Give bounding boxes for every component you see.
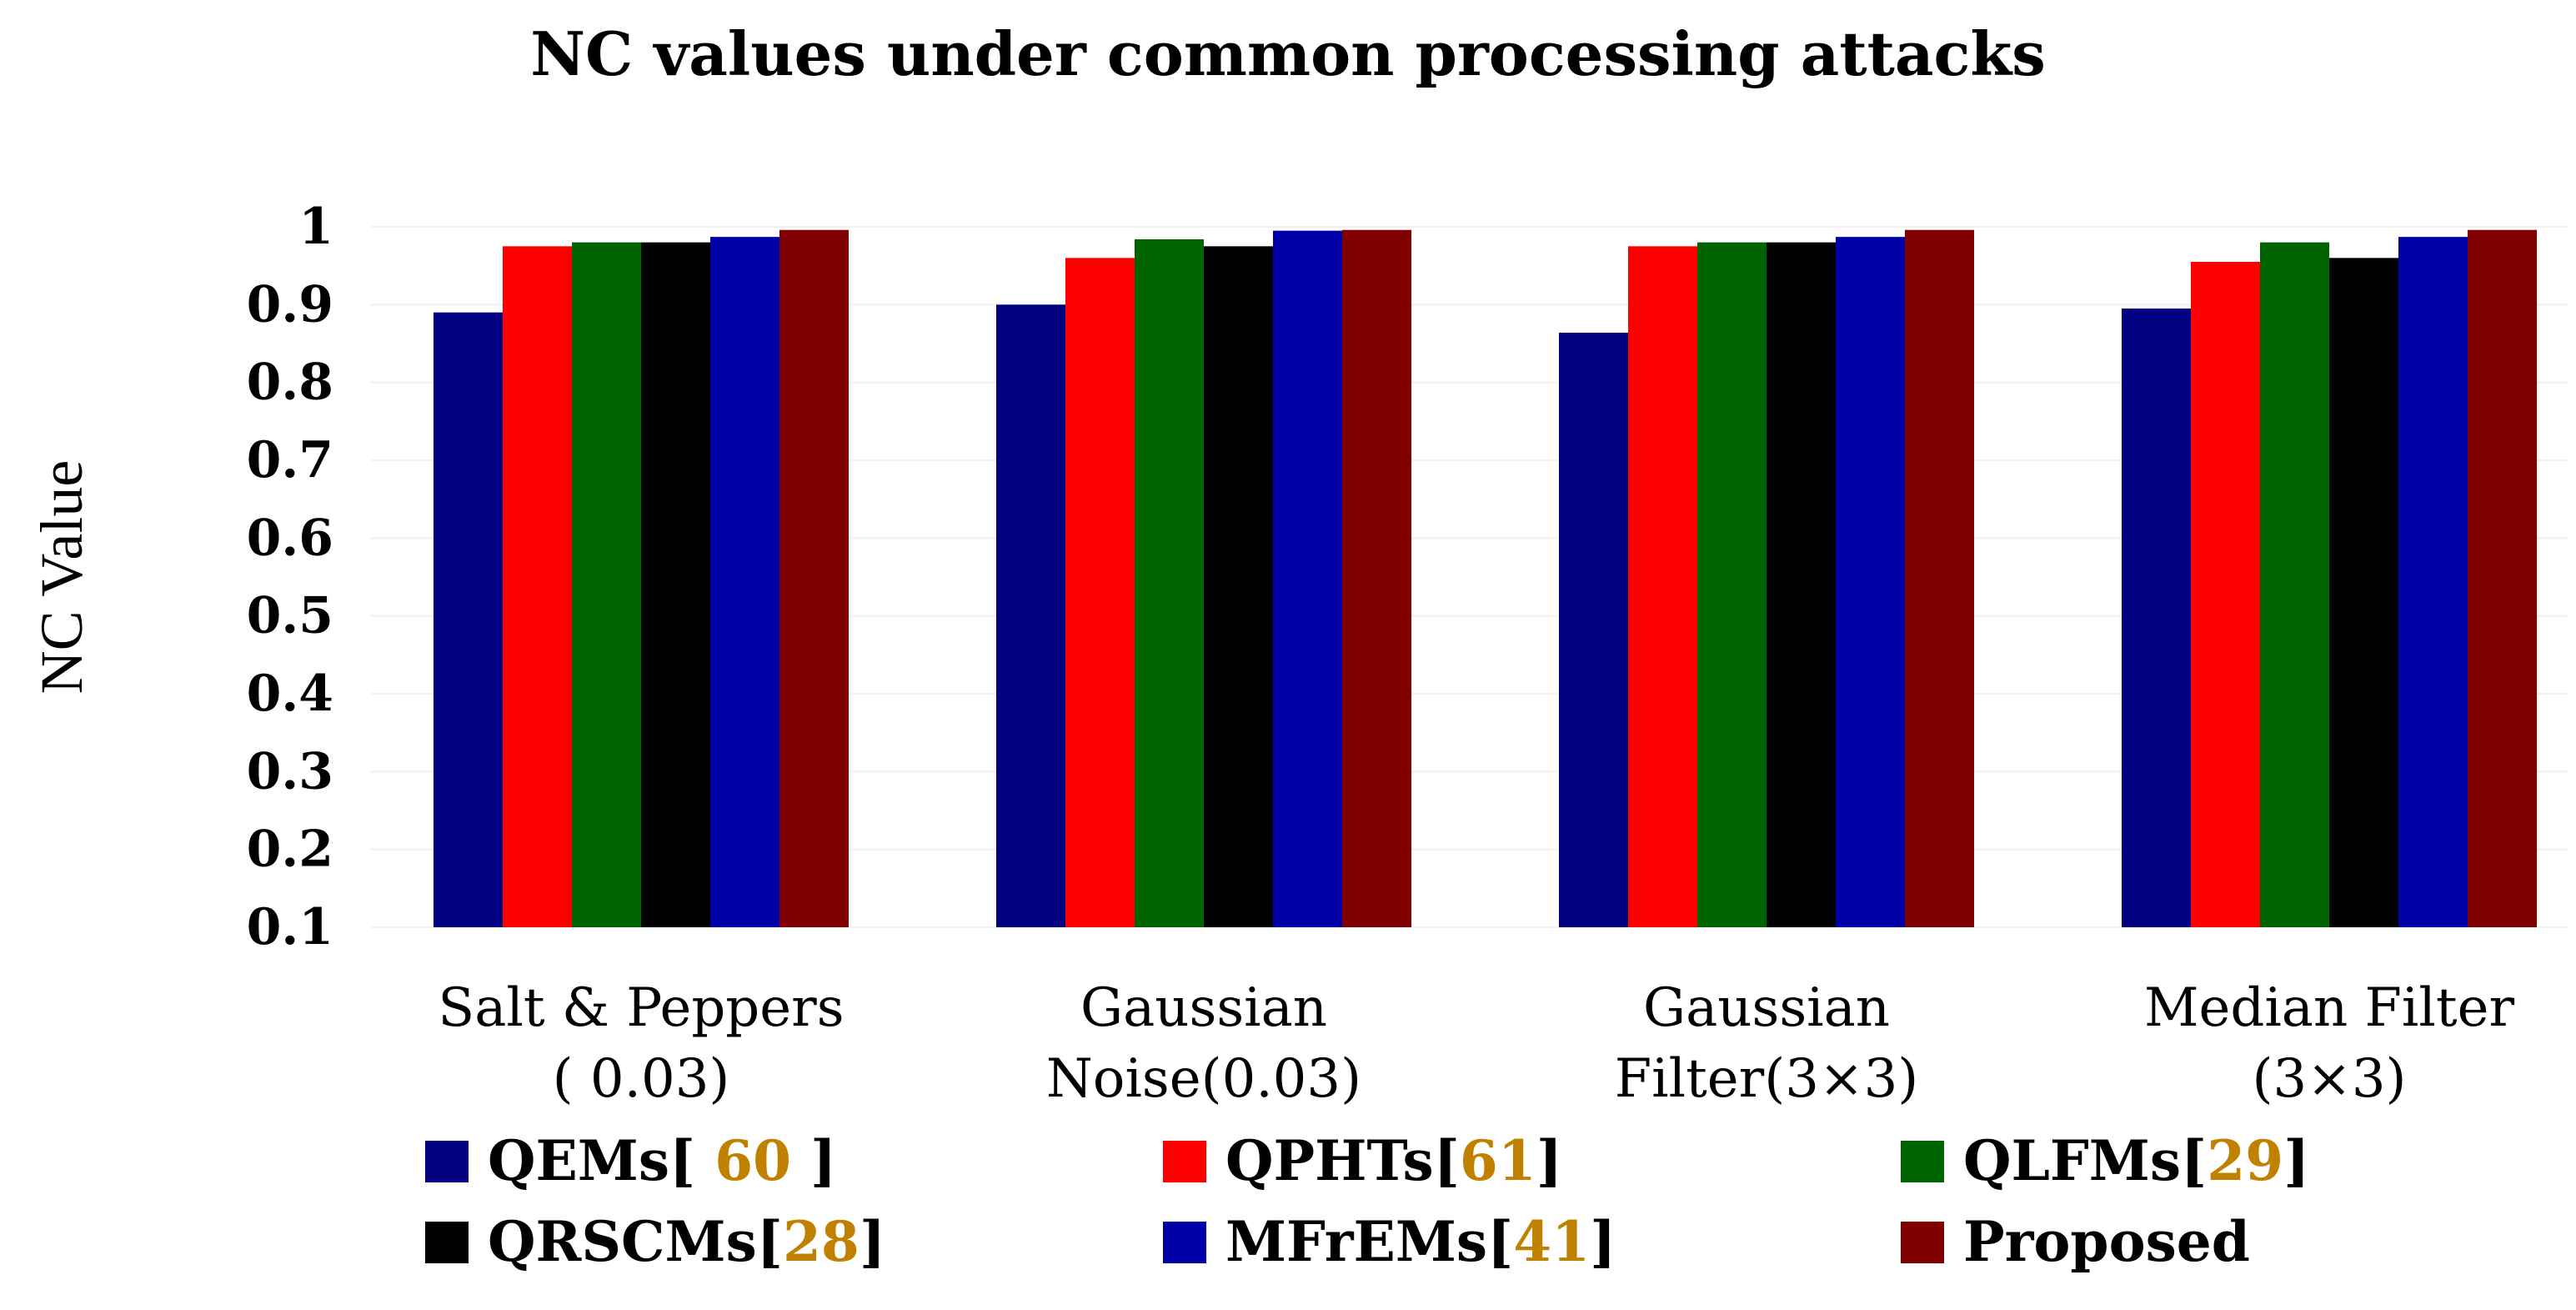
bar	[503, 246, 572, 927]
legend-swatch	[1163, 1141, 1206, 1182]
y-tick-label: 0.6	[247, 509, 333, 567]
legend-entry: QEMs[ 60 ]	[488, 1128, 836, 1193]
legend-entry: QRSCMs[28]	[488, 1209, 885, 1274]
y-tick-label: 0.8	[247, 354, 333, 412]
bar	[1697, 242, 1767, 928]
legend-entry: MFrEMs[41]	[1225, 1209, 1616, 1274]
bar	[1559, 332, 1628, 927]
x-tick-label: (3×3)	[2253, 1048, 2407, 1110]
legend-entry: Proposed	[1963, 1209, 2250, 1274]
bar	[1204, 246, 1273, 927]
bar	[996, 304, 1065, 927]
y-tick-label: 0.9	[247, 275, 333, 334]
bar	[1767, 242, 1836, 928]
bar	[2191, 262, 2260, 927]
x-tick-label: Noise(0.03)	[1046, 1048, 1361, 1110]
bar	[1273, 230, 1342, 928]
bar	[1065, 258, 1135, 927]
legend-swatch	[425, 1141, 469, 1182]
bar	[2260, 242, 2329, 928]
y-tick-label: 0.4	[247, 665, 333, 723]
bar	[1342, 229, 1411, 927]
x-tick-label: Gaussian	[1643, 977, 1890, 1039]
x-tick-label: Salt & Peppers	[438, 977, 844, 1039]
chart-title: NC values under common processing attack…	[530, 18, 2046, 89]
x-tick-label: ( 0.03)	[553, 1048, 730, 1110]
legend-entry: QLFMs[29]	[1963, 1128, 2309, 1193]
y-axis-label: NC Value	[28, 460, 95, 695]
bar	[434, 312, 503, 928]
bar	[2468, 229, 2537, 927]
bar	[1135, 238, 1204, 927]
y-tick-label: 1	[298, 198, 333, 256]
bar	[1905, 229, 1974, 927]
bar	[641, 242, 710, 928]
y-tick-label: 0.7	[247, 431, 333, 489]
bar	[710, 237, 779, 928]
bar	[1836, 237, 1905, 928]
legend-entry: QPHTs[61]	[1225, 1128, 1562, 1193]
bar	[2398, 237, 2468, 928]
bar	[2122, 309, 2191, 927]
bar	[2329, 258, 2398, 927]
legend-swatch	[1901, 1222, 1944, 1263]
x-tick-label: Median Filter	[2144, 977, 2515, 1039]
legend-swatch	[425, 1222, 469, 1263]
y-tick-label: 0.5	[247, 587, 333, 645]
legend-swatch	[1901, 1141, 1944, 1182]
y-tick-label: 0.2	[247, 821, 333, 879]
legend-swatch	[1163, 1222, 1206, 1263]
bar	[572, 242, 641, 928]
y-tick-label: 0.3	[247, 742, 333, 801]
bar	[1628, 246, 1697, 927]
bar	[779, 229, 849, 927]
y-tick-label: 0.1	[247, 898, 333, 956]
x-tick-label: Filter(3×3)	[1615, 1048, 1919, 1110]
x-tick-label: Gaussian	[1080, 977, 1327, 1039]
